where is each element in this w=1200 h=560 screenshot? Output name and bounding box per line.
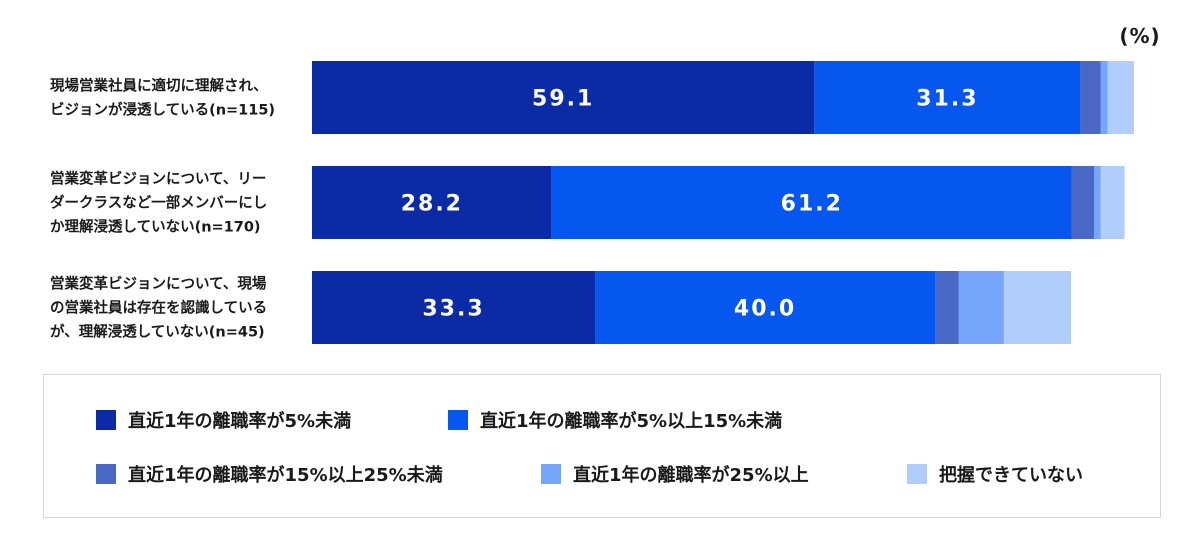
bar-segment (1100, 166, 1125, 239)
legend-item-over-25pct: 直近1年の離職率が25%以上 (541, 461, 809, 487)
legend-item-under-5pct: 直近1年の離職率が5%未満 (96, 407, 351, 433)
unit-label: (%) (1119, 24, 1161, 48)
category-label: 営業変革ビジョンについて、現場の営業社員は存在を認識しているが、理解浸透していな… (50, 275, 267, 341)
legend-label: 直近1年の離職率が5%未満 (128, 411, 352, 432)
legend-label: 直近1年の離職率が15%以上25%未満 (128, 465, 443, 486)
bar-segment (1003, 271, 1072, 344)
bar-segment (958, 271, 1004, 344)
legend-item-unknown: 把握できていない (907, 461, 1083, 487)
data-label: 28.2 (401, 192, 463, 217)
data-label: 40.0 (734, 297, 796, 322)
category-label: 現場営業社員に適切に理解され、ビジョンが浸透している(n=115) (50, 77, 275, 119)
bar-segment (1107, 61, 1134, 134)
category-label: 営業変革ビジョンについて、リーダークラスなど一部メンバーにしか理解浸透していない… (50, 170, 267, 236)
bar-segment (551, 166, 1072, 239)
legend-swatch (907, 464, 927, 484)
legend: 直近1年の離職率が5%未満 直近1年の離職率が5%以上15%未満 直近1年の離職… (43, 374, 1161, 518)
bar-segment (1100, 61, 1108, 134)
bar-segment (1094, 166, 1101, 239)
data-label: 59.1 (532, 87, 594, 112)
legend-label: 直近1年の離職率が25%以上 (573, 465, 809, 486)
bar-segment (1071, 166, 1094, 239)
legend-item-15-to-25pct: 直近1年の離職率が15%以上25%未満 (96, 461, 443, 487)
legend-label: 把握できていない (939, 465, 1083, 486)
stacked-bar-chart: 現場営業社員に適切に理解され、ビジョンが浸透している(n=115) 59.1 31.… (50, 61, 1134, 344)
data-label: 31.3 (916, 87, 978, 112)
bar-segment (1080, 61, 1101, 134)
legend-swatch (96, 464, 116, 484)
bar-segment (312, 166, 552, 239)
bar-segment (814, 61, 1081, 134)
bar-segment (595, 271, 936, 344)
legend-swatch (448, 410, 468, 430)
bar-segment (312, 61, 815, 134)
legend-item-5-to-15pct: 直近1年の離職率が5%以上15%未満 (448, 407, 782, 433)
legend-swatch (541, 464, 561, 484)
bar-segment (935, 271, 959, 344)
bar-segment (312, 271, 596, 344)
legend-label: 直近1年の離職率が5%以上15%未満 (480, 411, 783, 432)
data-label: 61.2 (781, 192, 843, 217)
data-label: 33.3 (422, 297, 484, 322)
legend-swatch (96, 410, 116, 430)
